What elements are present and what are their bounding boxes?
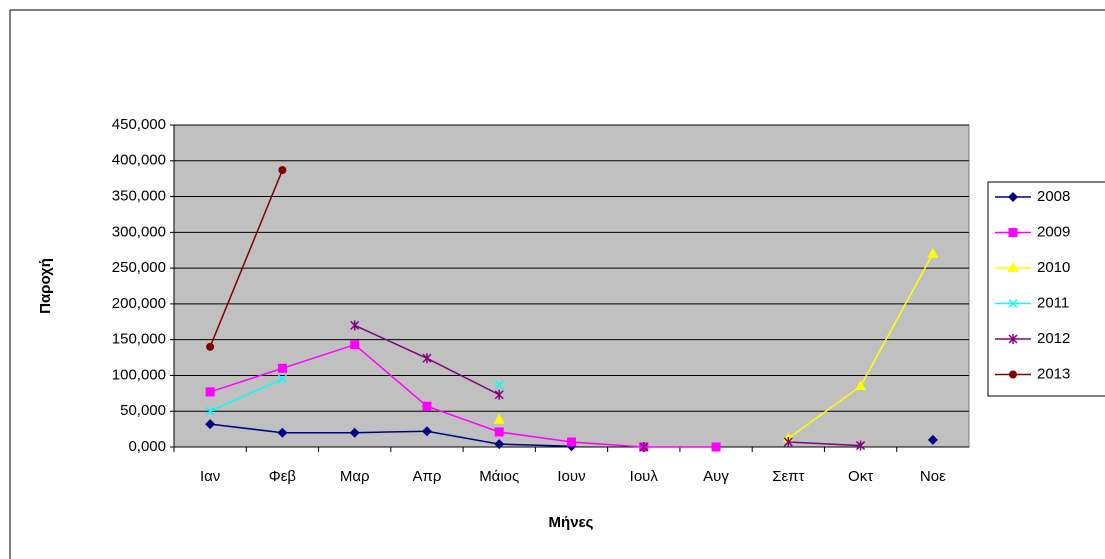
legend-marker	[1008, 228, 1018, 237]
data-point	[927, 247, 939, 258]
legend-marker	[1008, 298, 1018, 309]
y-tick-label: 50,000	[120, 402, 166, 419]
legend-marker	[1008, 192, 1018, 202]
data-point	[422, 353, 432, 364]
data-point	[567, 437, 576, 447]
legend-marker	[1008, 334, 1018, 344]
y-tick-label: 400,000	[112, 152, 166, 169]
x-tick-label: Αυγ	[703, 468, 729, 485]
data-point	[277, 363, 287, 373]
y-tick-label: 100,000	[112, 366, 166, 383]
data-point	[349, 427, 360, 438]
legend-marker	[1007, 262, 1019, 272]
y-tick-label: 0,000	[128, 438, 166, 455]
data-point	[927, 434, 938, 445]
x-tick-label: Φεβ	[269, 468, 297, 485]
data-point	[494, 439, 505, 450]
data-point	[205, 387, 215, 397]
legend-label: 2012	[1037, 330, 1070, 347]
legend-label: 2009	[1037, 223, 1070, 240]
y-tick-label: 150,000	[112, 331, 166, 348]
y-axis-label: Παροχή	[37, 258, 54, 314]
data-point	[206, 342, 215, 351]
data-point	[639, 442, 649, 452]
data-point	[711, 442, 721, 452]
x-tick-label: Οκτ	[848, 468, 873, 485]
data-point	[277, 374, 287, 384]
x-tick-label: Ιουλ	[630, 468, 659, 485]
data-point	[783, 436, 793, 447]
legend-label: 2010	[1037, 259, 1070, 276]
data-point	[350, 340, 360, 350]
x-tick-label: Ιουν	[557, 468, 585, 485]
series-line	[209, 343, 717, 448]
data-point	[855, 380, 867, 391]
data-point	[205, 419, 216, 430]
x-tick-label: Μάιος	[479, 468, 519, 485]
legend-label: 2011	[1037, 294, 1069, 311]
y-tick-label: 350,000	[112, 188, 166, 205]
legend	[987, 181, 1105, 397]
data-point	[277, 427, 288, 438]
x-tick-label: Ιαν	[200, 468, 220, 485]
data-point	[205, 406, 215, 416]
x-tick-label: Νοε	[920, 468, 946, 485]
legend-label: 2013	[1037, 365, 1070, 382]
x-tick-label: Σεπτ	[772, 468, 804, 485]
data-point	[494, 380, 504, 390]
data-point	[493, 413, 505, 424]
legend-marker	[1009, 370, 1017, 379]
data-point	[494, 427, 504, 437]
y-tick-label: 450,000	[112, 116, 166, 133]
data-point	[350, 320, 360, 331]
y-tick-label: 200,000	[112, 295, 166, 312]
plot-area	[173, 124, 970, 448]
x-tick-label: Απρ	[413, 468, 442, 485]
x-tick-label: Μαρ	[340, 468, 370, 485]
legend-label: 2008	[1037, 188, 1070, 205]
data-point	[494, 389, 504, 400]
x-axis-label: Μήνες	[549, 514, 594, 531]
data-point	[422, 401, 432, 411]
data-point	[278, 166, 287, 175]
series-line	[209, 169, 284, 348]
y-tick-label: 300,000	[112, 223, 166, 240]
data-point	[856, 440, 866, 451]
data-point	[421, 426, 432, 437]
y-tick-label: 250,000	[112, 259, 166, 276]
